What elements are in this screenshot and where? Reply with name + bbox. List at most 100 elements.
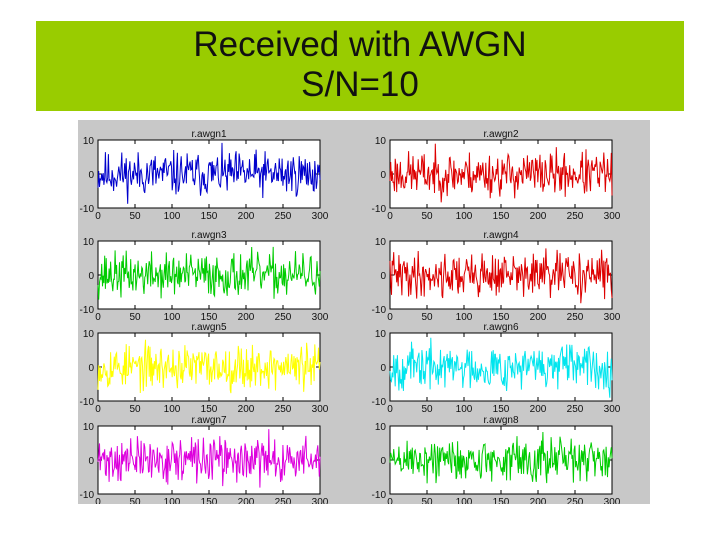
x-tick-label: 50 bbox=[129, 404, 141, 415]
x-tick-label: 150 bbox=[493, 404, 510, 415]
y-tick-label: 10 bbox=[83, 329, 95, 340]
y-tick-label: 10 bbox=[83, 422, 95, 433]
x-tick-label: 100 bbox=[456, 404, 473, 415]
y-tick-label: -10 bbox=[80, 397, 95, 408]
x-tick-label: 0 bbox=[95, 497, 101, 504]
x-tick-label: 100 bbox=[164, 497, 181, 504]
x-tick-label: 250 bbox=[567, 497, 584, 504]
subplot-title: r.awgn7 bbox=[191, 415, 226, 426]
signal-line bbox=[97, 429, 321, 488]
signal-line bbox=[97, 339, 321, 394]
x-tick-label: 0 bbox=[387, 211, 393, 222]
y-tick-label: 0 bbox=[380, 363, 386, 374]
subplot-title: r.awgn8 bbox=[483, 415, 518, 426]
y-tick-label: 0 bbox=[380, 271, 386, 282]
x-tick-label: 250 bbox=[567, 404, 584, 415]
x-tick-label: 300 bbox=[312, 211, 329, 222]
x-tick-label: 250 bbox=[275, 404, 292, 415]
x-tick-label: 150 bbox=[201, 497, 218, 504]
subplot-title: r.awgn6 bbox=[483, 322, 518, 333]
x-tick-label: 250 bbox=[275, 211, 292, 222]
x-tick-label: 100 bbox=[164, 404, 181, 415]
x-tick-label: 300 bbox=[312, 312, 329, 323]
x-tick-label: 0 bbox=[387, 497, 393, 504]
y-tick-label: 0 bbox=[88, 456, 94, 467]
y-tick-label: -10 bbox=[372, 490, 387, 501]
y-tick-label: 10 bbox=[375, 237, 387, 248]
x-tick-label: 50 bbox=[129, 211, 141, 222]
x-tick-label: 300 bbox=[604, 211, 621, 222]
x-tick-label: 200 bbox=[238, 312, 255, 323]
x-tick-label: 50 bbox=[421, 497, 433, 504]
x-tick-label: 250 bbox=[567, 211, 584, 222]
figure-panel: r.awgn1 10 0 -10 0 50 100 150 200 250 300 r.awgn2 10… bbox=[78, 120, 650, 504]
x-tick-label: 100 bbox=[164, 211, 181, 222]
y-tick-label: 10 bbox=[83, 237, 95, 248]
x-tick-label: 100 bbox=[164, 312, 181, 323]
subplot-title: r.awgn1 bbox=[191, 129, 226, 140]
y-tick-label: 10 bbox=[83, 136, 95, 147]
x-tick-label: 250 bbox=[275, 312, 292, 323]
x-tick-label: 100 bbox=[456, 497, 473, 504]
x-tick-label: 200 bbox=[530, 497, 547, 504]
y-tick-label: -10 bbox=[372, 204, 387, 215]
y-tick-label: 0 bbox=[380, 456, 386, 467]
x-tick-label: 200 bbox=[238, 497, 255, 504]
x-tick-label: 250 bbox=[275, 497, 292, 504]
x-tick-label: 300 bbox=[604, 312, 621, 323]
subplot-title: r.awgn2 bbox=[483, 129, 518, 140]
slide-title-line-2: S/N=10 bbox=[301, 65, 419, 104]
y-tick-label: 0 bbox=[88, 271, 94, 282]
x-tick-label: 50 bbox=[421, 312, 433, 323]
x-tick-label: 150 bbox=[493, 497, 510, 504]
x-tick-label: 50 bbox=[421, 404, 433, 415]
subplot-title: r.awgn5 bbox=[191, 322, 226, 333]
y-tick-label: -10 bbox=[80, 490, 95, 501]
x-tick-label: 150 bbox=[493, 211, 510, 222]
slide-title: Received with AWGN S/N=10 bbox=[36, 25, 684, 105]
signal-line bbox=[389, 248, 613, 304]
x-tick-label: 0 bbox=[387, 404, 393, 415]
y-tick-label: -10 bbox=[80, 204, 95, 215]
y-tick-label: -10 bbox=[80, 305, 95, 316]
x-tick-label: 200 bbox=[238, 404, 255, 415]
y-tick-label: -10 bbox=[372, 397, 387, 408]
subplot-title: r.awgn3 bbox=[191, 230, 226, 241]
x-tick-label: 200 bbox=[238, 211, 255, 222]
x-tick-label: 150 bbox=[201, 312, 218, 323]
x-tick-label: 50 bbox=[129, 312, 141, 323]
x-tick-label: 250 bbox=[567, 312, 584, 323]
x-tick-label: 200 bbox=[530, 312, 547, 323]
subplot-title: r.awgn4 bbox=[483, 230, 518, 241]
slide-title-line-1: Received with AWGN bbox=[193, 25, 527, 64]
signal-line bbox=[389, 337, 613, 398]
x-tick-label: 50 bbox=[129, 497, 141, 504]
y-tick-label: 10 bbox=[375, 422, 387, 433]
y-tick-label: 10 bbox=[375, 136, 387, 147]
x-tick-label: 150 bbox=[201, 404, 218, 415]
signal-line bbox=[389, 431, 613, 484]
x-tick-label: 100 bbox=[456, 211, 473, 222]
x-tick-label: 300 bbox=[312, 497, 329, 504]
y-tick-label: 0 bbox=[380, 170, 386, 181]
y-tick-label: 10 bbox=[375, 329, 387, 340]
x-tick-label: 0 bbox=[95, 404, 101, 415]
title-band: Received with AWGN S/N=10 bbox=[36, 21, 684, 111]
x-tick-label: 150 bbox=[201, 211, 218, 222]
x-tick-label: 0 bbox=[387, 312, 393, 323]
x-tick-label: 200 bbox=[530, 211, 547, 222]
y-tick-label: -10 bbox=[372, 305, 387, 316]
x-tick-label: 50 bbox=[421, 211, 433, 222]
y-tick-label: 0 bbox=[88, 170, 94, 181]
signal-line bbox=[97, 142, 321, 204]
x-tick-label: 0 bbox=[95, 211, 101, 222]
x-tick-label: 100 bbox=[456, 312, 473, 323]
y-tick-label: 0 bbox=[88, 363, 94, 374]
